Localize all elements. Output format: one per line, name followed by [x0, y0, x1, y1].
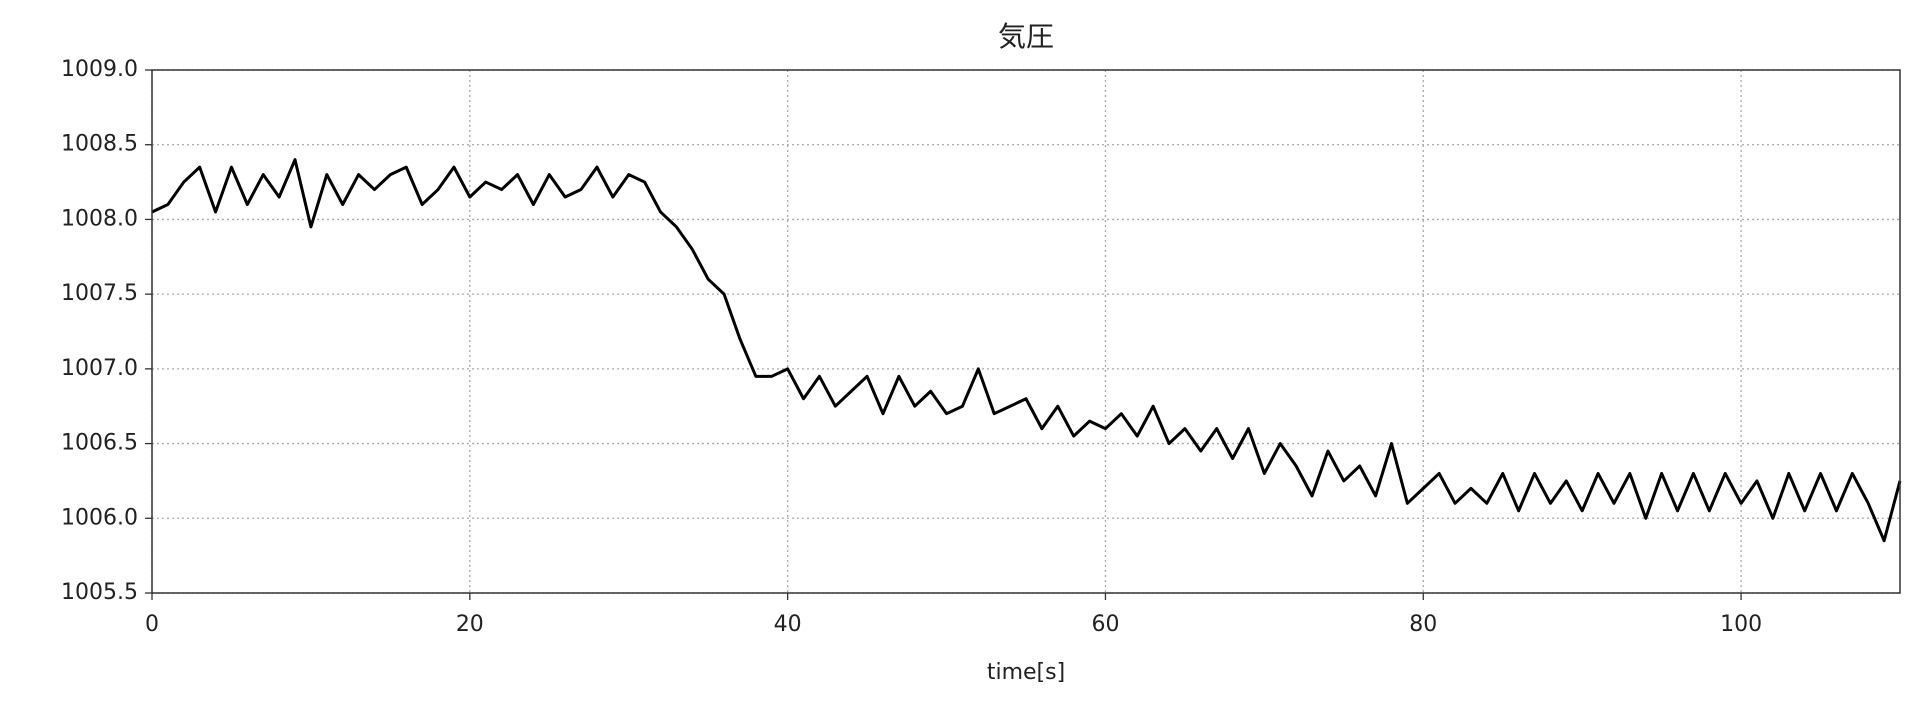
y-tick-label: 1008.5 — [61, 132, 138, 157]
x-tick-label: 40 — [774, 612, 802, 637]
y-tick-label: 1007.5 — [61, 281, 138, 306]
y-tick-label: 1005.5 — [61, 580, 138, 605]
y-tick-label: 1009.0 — [61, 57, 138, 82]
data-line — [151, 158, 1902, 543]
y-tick-label: 1007.0 — [61, 356, 138, 381]
x-tick-label: 20 — [456, 612, 484, 637]
grid — [151, 69, 1900, 594]
axes-frame — [151, 69, 1901, 594]
x-tick-label: 80 — [1409, 612, 1437, 637]
x-tick-label: 60 — [1091, 612, 1119, 637]
x-axis-label: time[s] — [987, 660, 1065, 685]
plot-area — [151, 158, 1902, 543]
y-tick-label: 1006.0 — [61, 505, 138, 530]
y-tick-label: 1006.5 — [61, 431, 138, 456]
chart-title: 気圧 — [998, 20, 1054, 53]
x-tick-label: 100 — [1720, 612, 1762, 637]
y-tick-label: 1008.0 — [61, 206, 138, 231]
x-tick-label: 0 — [145, 612, 159, 637]
